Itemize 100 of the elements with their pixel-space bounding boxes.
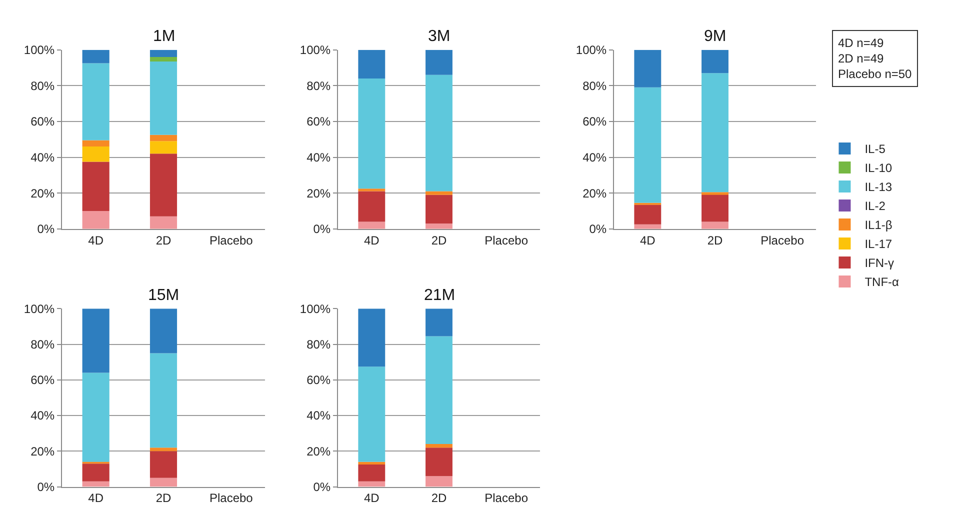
x-tick-label: 2D [156, 233, 172, 248]
legend-label: IL-5 [864, 142, 886, 156]
x-tick-label: Placebo [209, 233, 254, 248]
x-tick-label: 4D [88, 233, 104, 248]
bar [150, 134, 178, 142]
y-tick-label: 100% [24, 43, 55, 58]
y-tick-label: 40% [306, 150, 331, 164]
bar [150, 216, 178, 229]
bar [82, 63, 110, 140]
bar [358, 50, 386, 78]
bar [426, 224, 452, 229]
bar [358, 188, 386, 192]
bar [426, 74, 452, 192]
bar [702, 50, 728, 74]
y-tick-label: 40% [582, 150, 607, 164]
legend-label: IL-10 [864, 161, 892, 176]
bar [82, 481, 110, 487]
y-tick-label: 80% [30, 338, 55, 352]
x-tick-label: Placebo [484, 491, 528, 506]
bar [82, 308, 110, 373]
bar [82, 210, 110, 229]
y-tick-label: 100% [24, 302, 55, 316]
chart-title: 3M [428, 28, 450, 45]
bar [358, 308, 386, 367]
bar [150, 353, 178, 448]
bar [82, 162, 110, 211]
x-tick-label: 2D [707, 233, 723, 248]
y-tick-label: 0% [589, 222, 607, 236]
y-tick-label: 100% [300, 43, 331, 58]
bar [702, 73, 728, 192]
bar [150, 61, 178, 135]
y-tick-label: 40% [30, 150, 55, 164]
y-tick-label: 0% [313, 480, 331, 494]
bar [702, 192, 728, 195]
bar [426, 308, 452, 336]
y-tick-label: 100% [300, 302, 331, 316]
text: 4D n=49 2D n=49 Placebo n=50 [838, 36, 912, 82]
bar [150, 451, 178, 478]
y-tick-label: 60% [30, 373, 55, 388]
chart-title: 9M [704, 28, 726, 45]
bar [634, 87, 662, 203]
bar [82, 464, 110, 482]
y-tick-label: 60% [30, 114, 55, 129]
y-tick-label: 40% [30, 408, 55, 423]
y-tick-label: 20% [30, 186, 55, 200]
bar [426, 448, 452, 476]
bar [426, 50, 452, 75]
x-tick-label: Placebo [760, 233, 804, 248]
bar [358, 366, 386, 462]
chart-title: 15M [148, 287, 180, 304]
bar [358, 464, 386, 482]
chart-title: 21M [424, 287, 456, 304]
bar [426, 336, 452, 444]
y-tick-label: 20% [582, 186, 607, 200]
bar [702, 194, 728, 222]
y-tick-label: 60% [306, 373, 331, 388]
y-tick-label: 60% [306, 114, 331, 129]
bar [150, 154, 178, 216]
legend-label: IFN-γ [864, 256, 894, 270]
bar [358, 462, 386, 465]
bar [150, 50, 178, 57]
legend-label: IL1-β [864, 218, 892, 232]
bar [426, 191, 452, 195]
y-tick-label: 20% [306, 186, 331, 200]
y-tick-label: 0% [37, 222, 55, 236]
bar [358, 222, 386, 229]
y-tick-label: 40% [306, 408, 331, 423]
legend-label: IL-13 [864, 180, 892, 194]
chart-title: 1M [153, 28, 176, 45]
bar [358, 481, 386, 487]
x-tick-label: 4D [364, 491, 380, 506]
bar [426, 194, 452, 224]
y-tick-label: 0% [37, 480, 55, 494]
y-tick-label: 60% [582, 114, 607, 129]
y-tick-label: 80% [306, 78, 331, 93]
bar [150, 448, 178, 452]
bar [150, 478, 178, 487]
x-tick-label: 4D [364, 233, 380, 248]
x-tick-label: Placebo [484, 233, 528, 248]
bar [358, 191, 386, 222]
bar [82, 146, 110, 162]
bar [82, 140, 110, 147]
bar [358, 78, 386, 189]
bar [634, 204, 662, 224]
x-tick-label: 2D [431, 233, 447, 248]
y-tick-label: 100% [576, 43, 607, 58]
bar [150, 308, 178, 354]
x-tick-label: Placebo [209, 491, 254, 506]
x-tick-label: 2D [156, 491, 172, 506]
x-tick-label: 4D [88, 491, 104, 506]
bar [150, 141, 178, 154]
legend-label: TNF-α [864, 275, 900, 290]
x-tick-label: 4D [640, 233, 656, 248]
bar [82, 50, 110, 64]
x-tick-label: 2D [431, 491, 447, 506]
bar [634, 224, 662, 229]
bar [426, 444, 452, 448]
legend-label: IL-2 [864, 199, 886, 214]
y-tick-label: 0% [313, 222, 331, 236]
legend-label: IL-17 [864, 237, 892, 252]
